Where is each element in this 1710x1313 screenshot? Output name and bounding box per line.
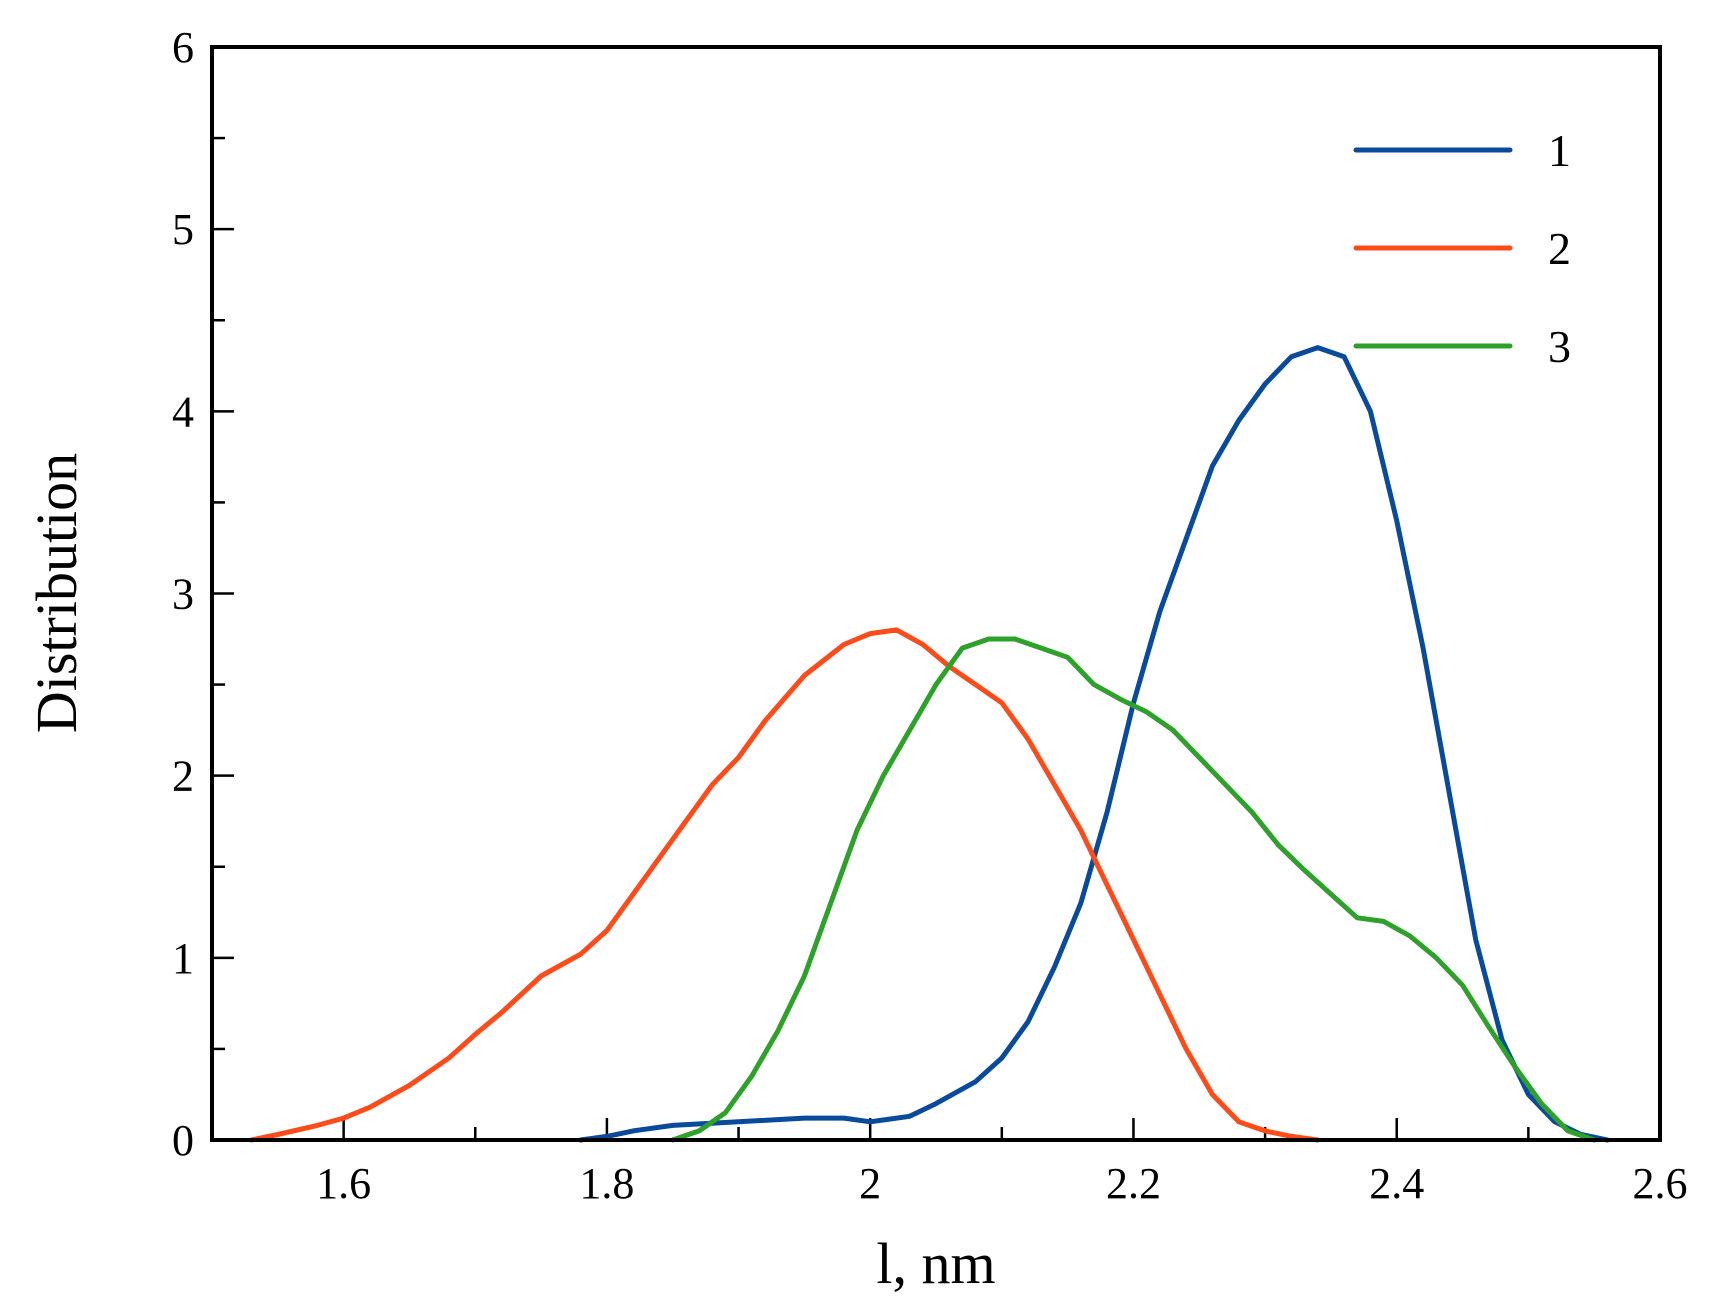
x-tick-label: 1.8 (579, 1159, 634, 1208)
x-axis-title: l, nm (876, 1231, 995, 1296)
y-tick-label: 2 (172, 752, 194, 801)
x-tick-label: 2.4 (1369, 1159, 1424, 1208)
x-tick-label: 2.2 (1106, 1159, 1161, 1208)
series-group (249, 345, 1610, 1143)
legend-label-1: 1 (1548, 125, 1571, 176)
series-line-2 (249, 627, 1321, 1143)
legend: 1 2 3 (1353, 125, 1571, 372)
y-tick-label: 4 (172, 387, 194, 436)
legend-label-3: 3 (1548, 321, 1571, 372)
x-tick-label: 1.6 (316, 1159, 371, 1208)
y-tick-label: 0 (172, 1116, 194, 1165)
legend-label-2: 2 (1548, 223, 1571, 274)
x-tick-label: 2 (859, 1159, 881, 1208)
y-tick-label: 6 (172, 23, 194, 72)
series-line-3 (670, 636, 1597, 1143)
series-line-1 (578, 345, 1610, 1143)
y-tick-label: 1 (172, 934, 194, 983)
axis-ticks: 1.6 1.8 2 2.2 2.4 2.6 0 1 2 3 4 5 6 (172, 23, 1688, 1208)
y-tick-label: 5 (172, 205, 194, 254)
x-tick-label: 2.6 (1633, 1159, 1688, 1208)
plot-frame (210, 45, 1662, 1142)
y-axis-title: Distribution (24, 453, 89, 733)
y-tick-label: 3 (172, 570, 194, 619)
